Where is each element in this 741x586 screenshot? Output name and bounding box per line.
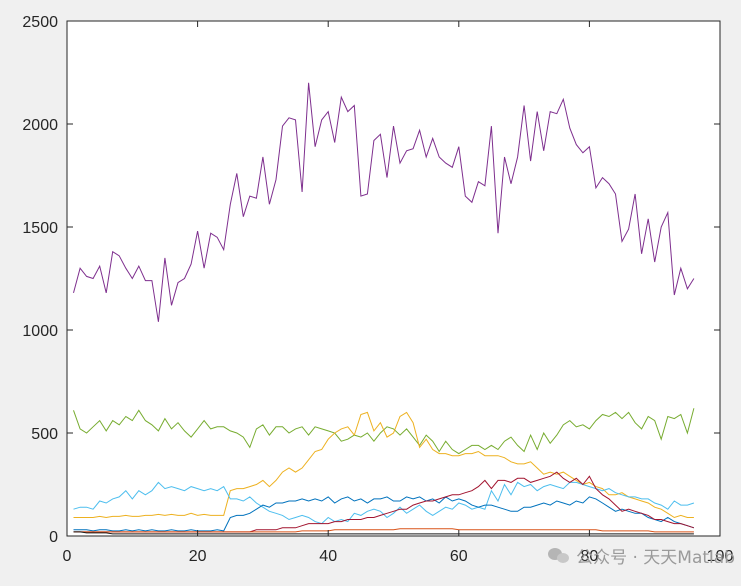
y-tick-label-2500: 2500 (22, 14, 58, 31)
x-tick-label-100: 100 (707, 548, 734, 565)
watermark: 公众号 · 天天Matlab (548, 543, 735, 568)
y-tick-label-2000: 2000 (22, 117, 58, 134)
series-layer (73, 82, 695, 535)
y-tick-label-0: 0 (49, 529, 58, 546)
y-tick-label-500: 500 (31, 426, 58, 443)
series-line-1 (73, 82, 695, 322)
series-line-8 (73, 531, 694, 535)
series-line-5 (73, 496, 695, 532)
y-tick-label-1500: 1500 (22, 220, 58, 237)
x-tick-label-60: 60 (450, 548, 468, 565)
x-tick-label-20: 20 (189, 548, 207, 565)
series-line-3 (73, 411, 694, 519)
x-tick-label-80: 80 (581, 548, 599, 565)
wechat-logo-icon (548, 547, 570, 565)
x-tick-label-0: 0 (63, 548, 72, 565)
x-tick-label-40: 40 (319, 548, 337, 565)
y-tick-label-1000: 1000 (22, 323, 58, 340)
plot-area (66, 20, 721, 537)
watermark-text: 公众号 · 天天Matlab (576, 548, 735, 568)
series-line-7 (73, 528, 694, 533)
